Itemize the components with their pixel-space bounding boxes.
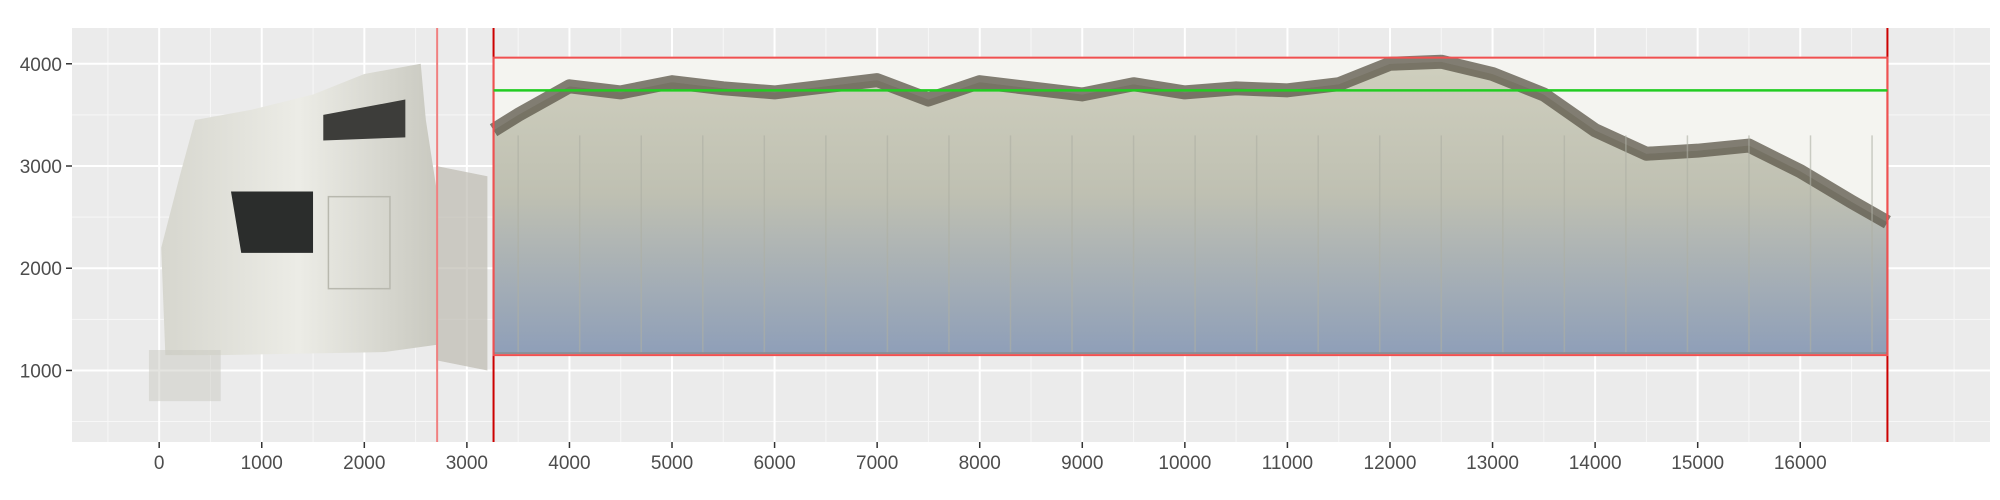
- load-surface: [489, 54, 1891, 229]
- x-tick-label: 11000: [1262, 453, 1313, 474]
- x-tick-label: 6000: [753, 453, 795, 474]
- x-axis: 0 1000 2000 3000 4000 5000 6000 7000 8000 9000 100…: [154, 442, 1827, 474]
- trailer-body: [493, 61, 1888, 354]
- cab-side-window: [230, 191, 314, 253]
- x-tick-label: 4000: [548, 453, 590, 474]
- x-tick-label: 1000: [241, 453, 283, 474]
- y-axis: 1000 2000 3000 4000: [20, 55, 72, 382]
- x-tick-label: 5000: [651, 453, 693, 474]
- cab-door: [327, 195, 391, 290]
- x-tick-label: 0: [154, 453, 165, 474]
- x-tick-label: 7000: [856, 453, 898, 474]
- x-tick-label: 9000: [1061, 453, 1103, 474]
- cab-upper-window: [323, 99, 406, 141]
- y-tick-label: 2000: [20, 259, 62, 280]
- x-tick-label: 16000: [1774, 453, 1827, 474]
- x-tick-label: 10000: [1158, 453, 1211, 474]
- y-tick-label: 3000: [20, 157, 62, 178]
- trailer-bounding-box: [492, 56, 1889, 357]
- x-tick-label: 8000: [959, 453, 1001, 474]
- x-tick-label: 13000: [1466, 453, 1519, 474]
- cab-bumper-scatter: [148, 350, 221, 402]
- x-tick-label: 2000: [343, 453, 385, 474]
- annotation-overlays: [436, 28, 1889, 442]
- x-tick-label: 3000: [446, 453, 488, 474]
- truck-point-cloud: [148, 54, 1891, 402]
- x-tick-label: 12000: [1364, 453, 1417, 474]
- cab-rear-frame: [436, 166, 488, 371]
- y-tick-label: 4000: [20, 55, 62, 76]
- x-tick-label: 15000: [1671, 453, 1724, 474]
- y-tick-label: 1000: [20, 361, 62, 382]
- x-tick-label: 14000: [1569, 453, 1622, 474]
